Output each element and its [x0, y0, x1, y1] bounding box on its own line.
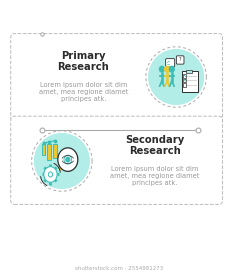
Circle shape — [159, 66, 164, 72]
Ellipse shape — [35, 134, 89, 188]
Circle shape — [44, 167, 57, 182]
Circle shape — [64, 155, 72, 164]
Text: Lorem ipsum dolor sit dim
amet, mea regione diamet
principes atk.: Lorem ipsum dolor sit dim amet, mea regi… — [110, 166, 199, 186]
Text: ?: ? — [179, 57, 182, 62]
FancyBboxPatch shape — [42, 144, 45, 155]
Ellipse shape — [149, 50, 203, 104]
FancyBboxPatch shape — [176, 56, 184, 64]
FancyBboxPatch shape — [53, 144, 57, 158]
Text: Secondary
Research: Secondary Research — [125, 135, 184, 157]
Circle shape — [169, 66, 174, 72]
Text: Lorem ipsum dolor sit dim
amet, mea regione diamet
principes atk.: Lorem ipsum dolor sit dim amet, mea regi… — [39, 82, 128, 102]
FancyBboxPatch shape — [183, 74, 186, 78]
FancyBboxPatch shape — [183, 83, 186, 87]
FancyBboxPatch shape — [182, 71, 198, 92]
Circle shape — [58, 148, 78, 171]
Circle shape — [48, 172, 53, 177]
Text: Primary
Research: Primary Research — [57, 51, 109, 73]
FancyBboxPatch shape — [11, 34, 223, 122]
FancyBboxPatch shape — [47, 144, 51, 160]
Circle shape — [66, 157, 70, 162]
Circle shape — [165, 66, 169, 72]
FancyBboxPatch shape — [11, 116, 223, 204]
FancyBboxPatch shape — [186, 70, 192, 73]
FancyBboxPatch shape — [166, 59, 175, 67]
FancyBboxPatch shape — [183, 79, 186, 82]
Text: shutterstock.com · 2554981273: shutterstock.com · 2554981273 — [75, 266, 163, 271]
